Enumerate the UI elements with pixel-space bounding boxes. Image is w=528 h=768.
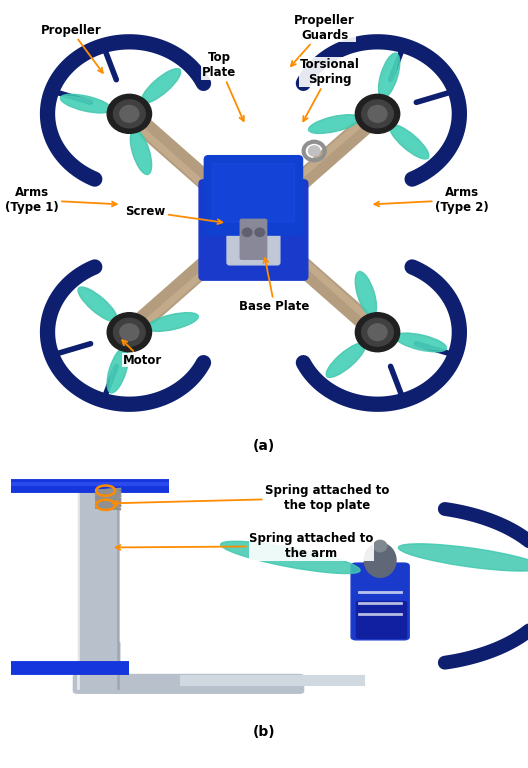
Ellipse shape — [147, 315, 198, 329]
Circle shape — [255, 228, 265, 237]
Text: Top
Plate: Top Plate — [202, 51, 244, 121]
Circle shape — [107, 313, 152, 352]
Text: Arms
(Type 2): Arms (Type 2) — [374, 186, 489, 214]
Circle shape — [114, 100, 145, 127]
FancyBboxPatch shape — [78, 481, 118, 688]
Ellipse shape — [309, 117, 360, 131]
Ellipse shape — [364, 543, 396, 578]
Ellipse shape — [390, 125, 428, 158]
Ellipse shape — [379, 53, 400, 98]
Ellipse shape — [78, 287, 117, 322]
Circle shape — [308, 146, 320, 156]
Ellipse shape — [61, 96, 111, 111]
FancyBboxPatch shape — [356, 601, 407, 638]
Ellipse shape — [142, 69, 180, 103]
Text: Propeller
Guards: Propeller Guards — [291, 14, 355, 66]
Circle shape — [368, 324, 387, 340]
Text: (a): (a) — [253, 439, 275, 453]
FancyBboxPatch shape — [204, 156, 303, 235]
FancyBboxPatch shape — [240, 220, 267, 260]
FancyBboxPatch shape — [199, 180, 308, 280]
Ellipse shape — [326, 343, 365, 377]
Circle shape — [362, 100, 393, 127]
Ellipse shape — [60, 94, 111, 113]
Polygon shape — [78, 643, 120, 665]
Text: Propeller: Propeller — [41, 24, 103, 73]
Text: Torsional
Spring: Torsional Spring — [300, 58, 360, 121]
Ellipse shape — [130, 130, 152, 174]
FancyBboxPatch shape — [212, 164, 295, 222]
Circle shape — [120, 105, 139, 122]
Text: Screw: Screw — [125, 205, 222, 224]
Circle shape — [355, 313, 400, 352]
FancyBboxPatch shape — [227, 188, 280, 265]
Text: (b): (b) — [253, 725, 275, 740]
Ellipse shape — [133, 130, 149, 174]
Circle shape — [362, 318, 393, 346]
Ellipse shape — [327, 343, 365, 377]
Text: Spring attached to
the top plate: Spring attached to the top plate — [113, 484, 390, 511]
Text: Base Plate: Base Plate — [239, 258, 310, 313]
Ellipse shape — [79, 287, 117, 321]
Ellipse shape — [107, 348, 128, 393]
Ellipse shape — [395, 333, 447, 352]
Ellipse shape — [147, 313, 199, 331]
Text: Motor: Motor — [122, 340, 162, 366]
Ellipse shape — [355, 272, 376, 316]
Ellipse shape — [109, 348, 126, 393]
Circle shape — [355, 94, 400, 134]
Ellipse shape — [399, 544, 528, 571]
Circle shape — [114, 318, 145, 346]
Ellipse shape — [381, 53, 398, 98]
FancyBboxPatch shape — [351, 563, 409, 640]
Circle shape — [107, 94, 152, 134]
Circle shape — [120, 324, 139, 340]
Ellipse shape — [357, 272, 374, 316]
Circle shape — [242, 228, 252, 237]
Ellipse shape — [395, 335, 446, 350]
Circle shape — [368, 105, 387, 122]
Ellipse shape — [308, 114, 360, 134]
Ellipse shape — [221, 541, 360, 574]
Text: Spring attached to
the arm: Spring attached to the arm — [116, 532, 374, 560]
Ellipse shape — [142, 68, 181, 103]
FancyBboxPatch shape — [73, 674, 304, 694]
Text: Arms
(Type 1): Arms (Type 1) — [5, 186, 117, 214]
Ellipse shape — [390, 124, 429, 159]
Ellipse shape — [373, 541, 386, 551]
